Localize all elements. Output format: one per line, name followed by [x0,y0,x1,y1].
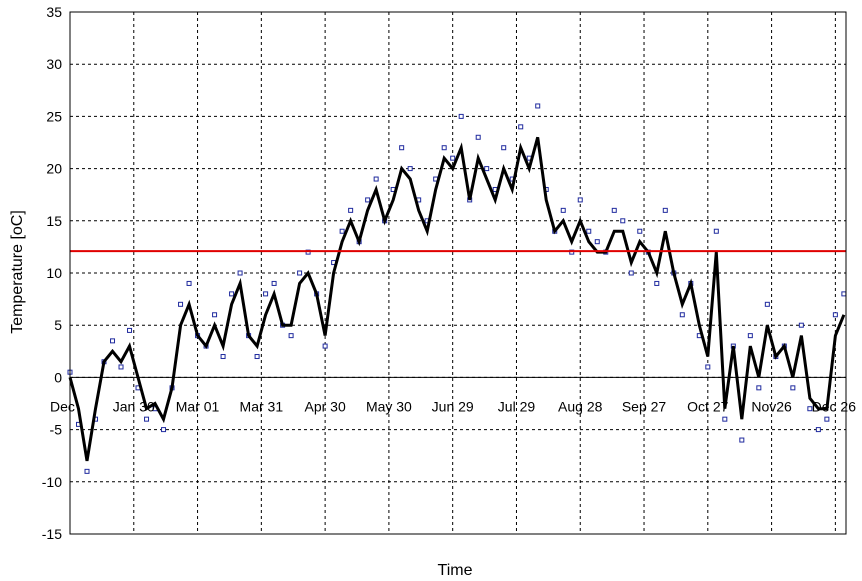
x-tick-label: Jun 29 [432,398,474,414]
data-point [484,166,490,172]
data-point [628,270,634,276]
data-point [679,312,685,318]
data-point [654,280,660,286]
data-point [212,312,218,318]
y-tick-label: -15 [42,526,62,542]
y-tick-label: -5 [50,422,63,438]
data-point [815,427,821,433]
y-tick-label: 30 [46,56,62,72]
x-tick-label: Dec [50,398,75,414]
data-point [365,197,371,203]
plot-border [69,11,847,535]
data-point [110,338,116,344]
data-point [620,218,626,224]
data-point [501,145,507,151]
data-point [662,207,668,213]
data-point [458,113,464,119]
data-point [798,322,804,328]
data-point [263,291,269,297]
data-point [237,270,243,276]
y-axis-title: Temperature [oC] [9,210,26,334]
data-point [535,103,541,109]
data-point [441,145,447,151]
x-tick-label: May 30 [366,398,412,414]
data-point [220,354,226,360]
data-point [229,291,235,297]
x-tick-label: Sep 27 [622,398,667,414]
y-tick-label: 20 [46,161,62,177]
data-point [144,416,150,422]
data-point [713,228,719,234]
data-point [118,364,124,370]
y-tick-label: -10 [42,474,62,490]
data-point [339,228,345,234]
data-point [178,301,184,307]
data-point [705,364,711,370]
data-point [807,406,813,412]
x-tick-label: Mar 31 [240,398,284,414]
data-point [560,207,566,213]
trend-line [68,136,846,462]
data-point [756,385,762,391]
y-tick-label: 0 [54,369,62,385]
data-point [832,312,838,318]
data-point [637,228,643,234]
y-tick-label: 10 [46,265,62,281]
x-tick-label: Jul 29 [498,398,536,414]
data-point [407,166,413,172]
data-point [824,416,830,422]
data-point [161,427,167,433]
data-point [475,134,481,140]
y-tick-labels: 35 30 25 20 15 10 5 0 -5 -10 -15 [42,4,62,542]
y-tick-label: 35 [46,4,62,20]
data-point [322,343,328,349]
data-point [611,207,617,213]
x-tick-label: Oct 27 [687,398,728,414]
x-tick-label: Dec 26 [812,398,857,414]
data-point [84,468,90,474]
y-tick-label: 25 [46,108,62,124]
data-point [764,301,770,307]
x-axis-title: Time [438,562,473,579]
y-tick-label: 5 [54,317,62,333]
data-point [450,155,456,161]
data-point [373,176,379,182]
data-point [288,333,294,339]
x-tick-labels: Dec Jan 30 Mar 01 Mar 31 Apr 30 May 30 Jun 29 J… [50,398,856,414]
grid-lines [70,12,846,534]
x-tick-label: Mar 01 [176,398,220,414]
data-point [739,437,745,443]
data-point [722,416,728,422]
data-point [747,333,753,339]
data-point [790,385,796,391]
data-point [254,354,260,360]
x-tick-label: Aug 28 [558,398,603,414]
data-point [594,239,600,245]
data-point [577,197,583,203]
x-tick-label: Jan 30 [113,398,155,414]
x-tick-label: Apr 30 [304,398,345,414]
data-point [586,228,592,234]
data-point [127,327,133,333]
data-point [348,207,354,213]
data-point [271,280,277,286]
data-point [399,145,405,151]
data-point [297,270,303,276]
y-tick-label: 15 [46,213,62,229]
data-point [186,280,192,286]
data-point [841,291,847,297]
x-tick-label: Nov26 [751,398,792,414]
data-point [518,124,524,130]
